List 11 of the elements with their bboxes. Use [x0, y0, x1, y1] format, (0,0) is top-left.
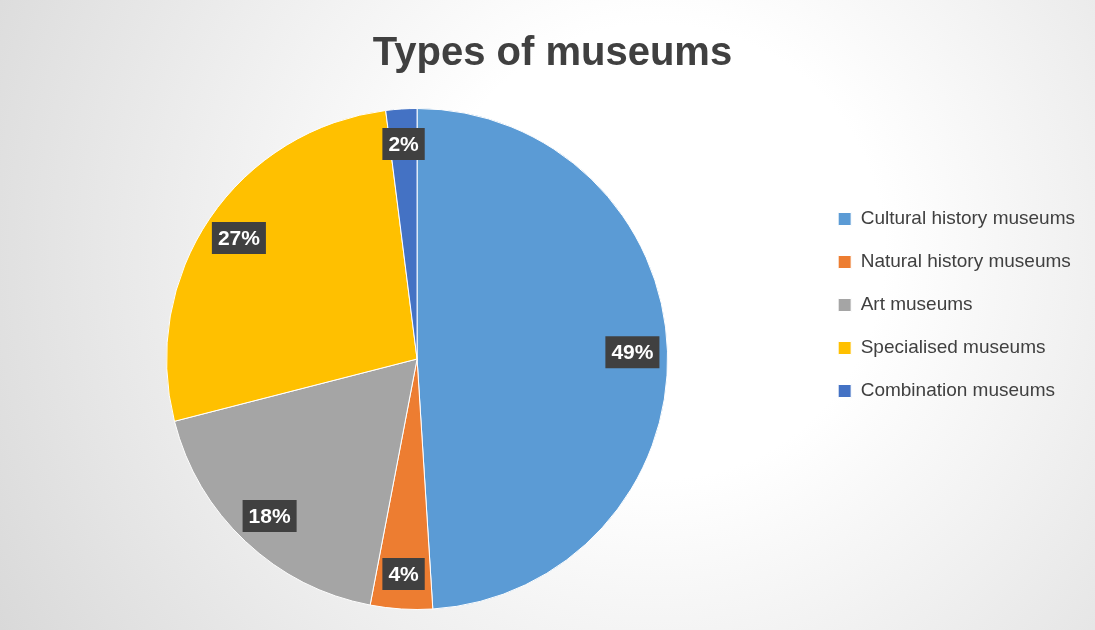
- legend-label: Natural history museums: [860, 250, 1071, 272]
- data-label: 49%: [611, 340, 654, 364]
- data-label: 27%: [217, 225, 261, 249]
- legend-label: Cultural history museums: [860, 207, 1075, 229]
- legend-label: Combination museums: [860, 379, 1055, 401]
- data-label: 2%: [388, 131, 420, 155]
- data-label: 4%: [388, 561, 420, 585]
- data-label: 18%: [248, 503, 291, 527]
- chart-title: Types of museums: [372, 29, 733, 74]
- legend-label: Specialised museums: [860, 336, 1046, 358]
- legend-label: Art museums: [860, 293, 973, 315]
